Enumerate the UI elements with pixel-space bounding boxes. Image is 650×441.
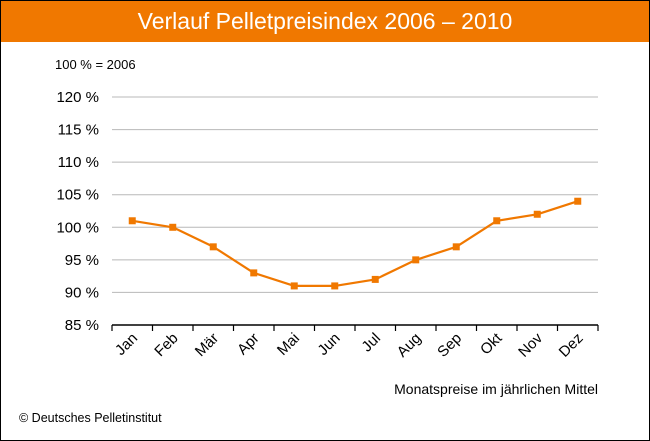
chart-title: Verlauf Pelletpreisindex 2006 – 2010 — [1, 1, 649, 42]
data-point — [209, 243, 217, 251]
data-point — [371, 275, 379, 283]
y-tick-label: 110 % — [58, 154, 99, 171]
data-point — [533, 210, 541, 218]
x-tick-label: Okt — [477, 329, 506, 358]
copyright-note: © Deutsches Pelletinstitut — [19, 411, 162, 425]
x-tick-label: Dez — [556, 330, 587, 361]
y-tick-label: 95 % — [65, 252, 99, 269]
y-axis-ticks: 85 % 90 % 95 % 100 % 105 % 110 % 115 % 120 % — [56, 89, 99, 334]
y-tick-label: 105 % — [56, 187, 99, 204]
y-tick-label: 115 % — [58, 122, 99, 139]
data-point — [169, 223, 177, 231]
y-tick-label: 90 % — [65, 284, 99, 301]
y-tick-label: 100 % — [56, 219, 99, 236]
data-point — [290, 282, 298, 290]
x-tick-label: Jul — [358, 330, 384, 356]
data-point — [412, 256, 420, 264]
x-tick-label: Apr — [234, 330, 263, 359]
data-point — [128, 217, 136, 225]
x-axis-ticks: Jan Feb Mär Apr Mai Jun Jul Aug Sep Okt Nov Dez — [112, 329, 587, 360]
y-tick-label: 85 % — [65, 317, 99, 334]
x-tick-label: Nov — [515, 329, 546, 360]
x-axis — [111, 324, 599, 331]
data-point — [331, 282, 339, 290]
base-note: 100 % = 2006 — [55, 57, 136, 72]
x-axis-label: Monatspreise im jährlichen Mittel — [394, 381, 598, 397]
data-point — [250, 269, 258, 277]
gridlines — [112, 96, 598, 293]
x-tick-label: Jun — [314, 330, 343, 359]
data-point — [574, 197, 582, 205]
x-tick-label: Jan — [112, 330, 141, 359]
x-tick-label: Feb — [151, 330, 181, 360]
y-tick-label: 120 % — [56, 89, 99, 106]
data-point — [493, 217, 501, 225]
x-tick-label: Mai — [274, 330, 303, 359]
series-line — [128, 197, 582, 290]
x-tick-label: Mär — [192, 330, 222, 360]
series-polyline — [132, 200, 579, 287]
x-tick-label: Aug — [394, 330, 425, 361]
x-tick-label: Sep — [434, 330, 465, 361]
data-point — [452, 243, 460, 251]
